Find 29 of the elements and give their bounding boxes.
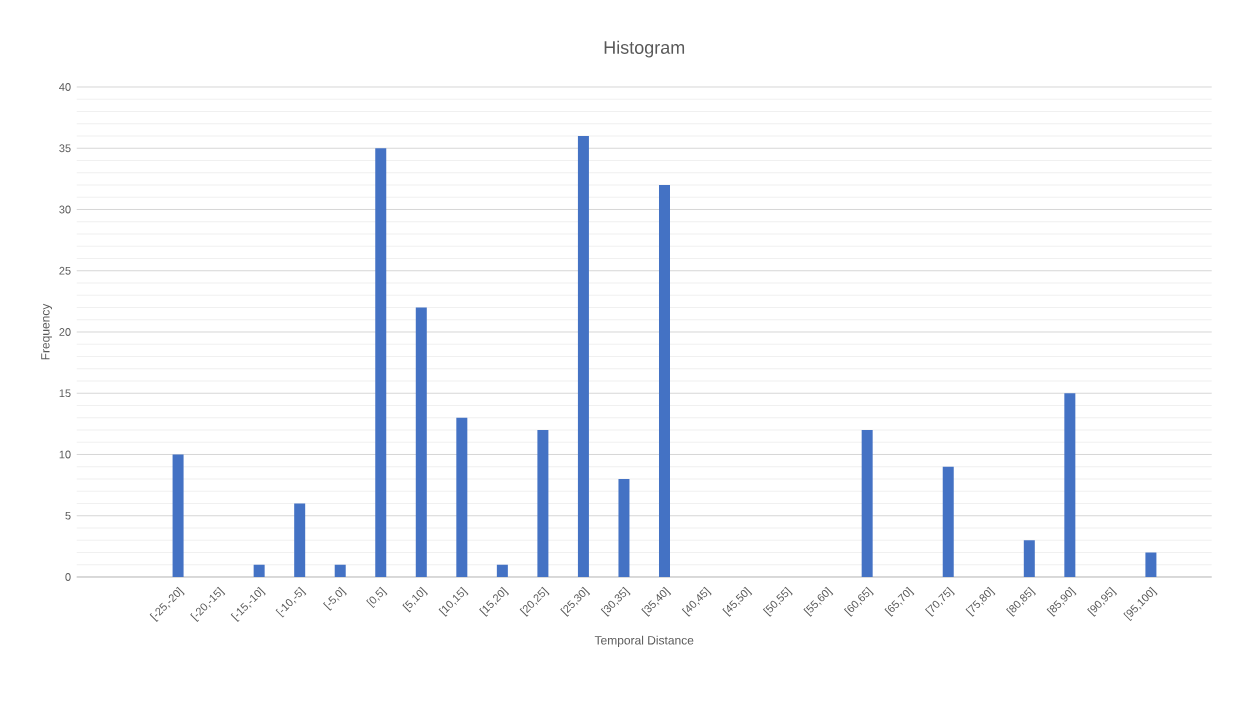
bar [456,417,468,577]
bar [334,564,346,577]
x-axis-title: Temporal Distance [594,635,694,647]
bar [375,148,387,577]
bar [294,503,306,577]
bar [1064,393,1076,577]
bar [537,429,549,577]
y-tick-label: 15 [59,389,71,398]
bar [1023,540,1035,577]
y-axis-title: Frequency [41,303,52,360]
y-tick-label: 35 [59,144,71,153]
y-tick-label: 40 [59,83,71,91]
bar [942,466,954,577]
bar [415,307,427,577]
bar [172,454,184,577]
y-tick-label: 5 [65,511,71,520]
bar [618,478,630,577]
bar [861,429,873,577]
chart-title: Histogram [604,40,685,58]
bar [577,135,589,577]
y-tick-label: 25 [59,266,71,275]
bar [496,564,508,577]
bar [253,564,265,577]
y-tick-label: 0 [65,573,71,581]
y-tick-label: 10 [59,450,71,459]
bar [1145,552,1157,577]
y-tick-label: 20 [59,328,71,336]
y-tick-label: 30 [59,205,71,214]
bar [658,184,670,577]
